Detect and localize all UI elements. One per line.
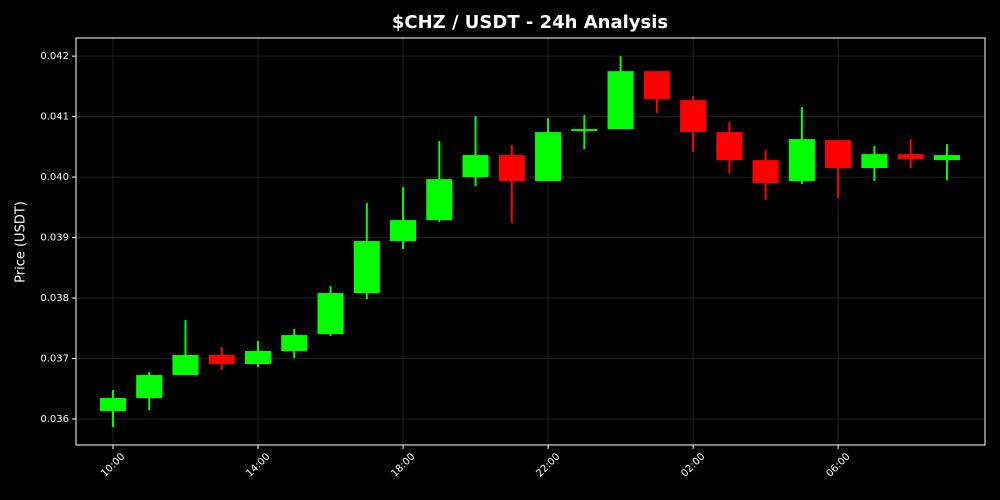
y-axis-label: Price (USDT) — [14, 201, 29, 283]
candle-body — [933, 155, 960, 161]
plot-frame — [75, 37, 986, 446]
y-tick-label: 0.036 — [40, 414, 69, 425]
candle-body — [208, 355, 235, 365]
candle-body — [897, 154, 924, 160]
candle-body — [535, 132, 562, 182]
candle-body — [136, 375, 163, 399]
y-tick-label: 0.039 — [40, 233, 69, 244]
candle-body — [861, 154, 888, 169]
candle-body — [752, 160, 779, 184]
x-tick-label: 22:00 — [534, 451, 562, 479]
candle-body — [426, 179, 453, 221]
candle-body — [462, 155, 489, 178]
y-tick-label: 0.042 — [40, 51, 69, 62]
x-tick-label: 14:00 — [244, 451, 272, 479]
y-tick-label: 0.040 — [40, 172, 69, 183]
candle-body — [788, 139, 815, 182]
candle-body — [607, 71, 634, 130]
y-tick-label: 0.041 — [40, 112, 69, 123]
candle-body — [317, 293, 344, 335]
x-tick-label: 18:00 — [389, 451, 417, 479]
x-tick-label: 06:00 — [824, 451, 852, 479]
candle-body — [716, 132, 743, 161]
candle-body — [643, 71, 670, 100]
y-tick-label: 0.038 — [40, 293, 69, 304]
candle-body — [172, 355, 199, 376]
x-tick-label: 02:00 — [679, 451, 707, 479]
candle-body — [99, 398, 127, 412]
candle-body — [498, 155, 525, 182]
x-tick-label: 10:00 — [99, 451, 127, 479]
y-tick-label: 0.037 — [40, 354, 69, 365]
candle-body — [353, 241, 380, 294]
candle-body — [825, 140, 852, 169]
candle-body — [680, 100, 707, 133]
candle-body — [389, 220, 417, 242]
chart-title: $CHZ / USDT - 24h Analysis — [392, 12, 668, 33]
candle-body — [244, 351, 272, 365]
candle-body — [571, 129, 598, 132]
candle-body — [281, 335, 308, 352]
